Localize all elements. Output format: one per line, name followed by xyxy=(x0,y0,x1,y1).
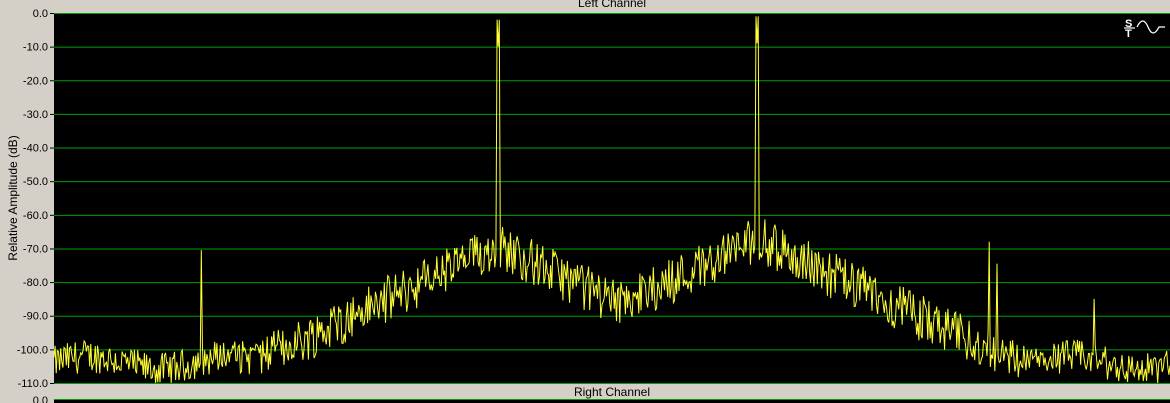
y-tick-label: -110.0 xyxy=(18,378,48,390)
series-line-left-channel xyxy=(53,16,1170,384)
y-tick-label: -80.0 xyxy=(23,277,48,289)
right-y-tick-0: 0.0 xyxy=(33,395,48,403)
y-tick-label: -100.0 xyxy=(17,344,48,356)
y-tick-label: -10.0 xyxy=(23,42,48,54)
plot-area xyxy=(54,13,1170,383)
y-tick-label: -70.0 xyxy=(23,243,48,255)
y-tick-label: -20.0 xyxy=(23,75,48,87)
y-tick-label: -50.0 xyxy=(23,176,48,188)
y-tick-label: -40.0 xyxy=(23,143,48,155)
right-channel-title: Right Channel xyxy=(573,385,651,399)
y-tick-label: -30.0 xyxy=(23,109,48,121)
right-plot-area xyxy=(54,399,1170,403)
y-tick-label: -90.0 xyxy=(23,311,48,323)
gridlines xyxy=(54,13,1170,384)
y-tick-label: -60.0 xyxy=(23,210,48,222)
y-axis-label: Relative Amplitude (dB) xyxy=(6,135,20,261)
sine-wave-icon[interactable]: S T xyxy=(1124,16,1166,38)
left-channel-title: Left Channel xyxy=(577,0,647,10)
y-axis: 0.0 -10.0 -20.0 -30.0 -40.0 -50.0 -60.0 -70.0 -8… xyxy=(17,8,54,390)
svg-text:T: T xyxy=(1125,28,1132,38)
y-tick-label: 0.0 xyxy=(33,8,48,20)
svg-text:S: S xyxy=(1125,18,1132,30)
